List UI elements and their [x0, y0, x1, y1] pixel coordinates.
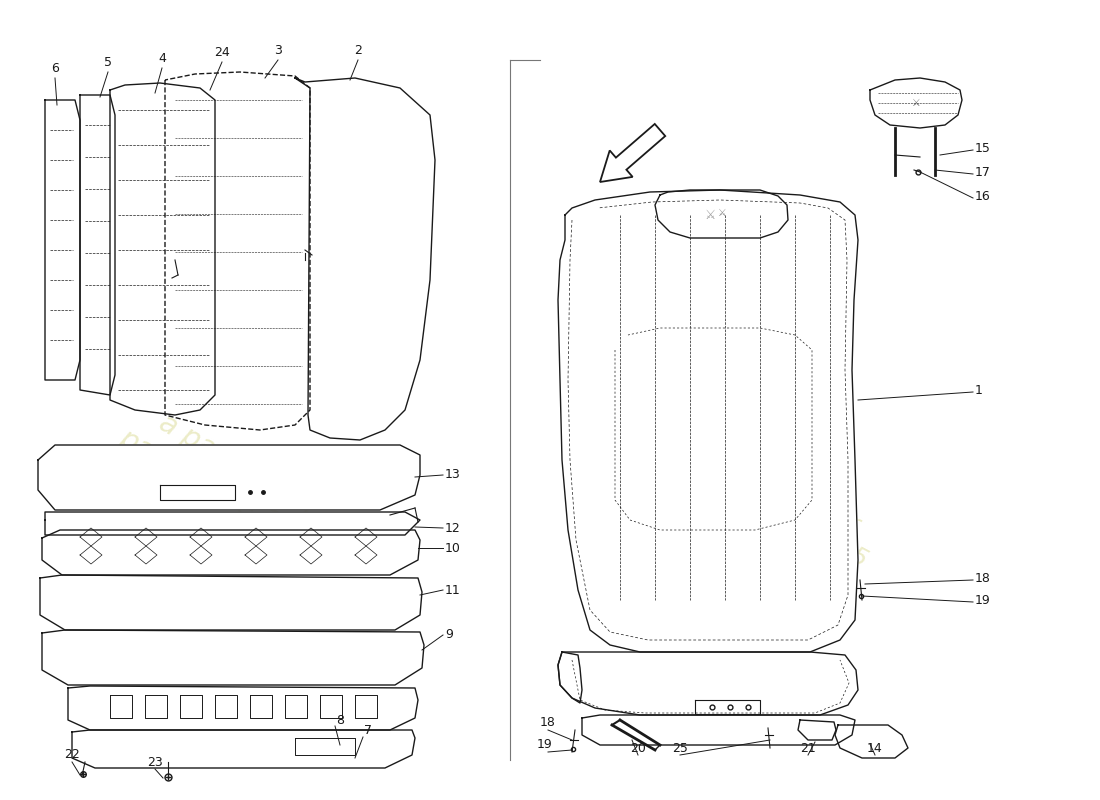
Polygon shape — [39, 445, 420, 510]
Polygon shape — [40, 575, 422, 630]
Text: 8: 8 — [336, 714, 344, 726]
Polygon shape — [45, 100, 80, 380]
Text: 17: 17 — [975, 166, 991, 178]
Polygon shape — [582, 715, 855, 745]
Text: 15: 15 — [975, 142, 991, 154]
Polygon shape — [558, 652, 858, 715]
Polygon shape — [558, 652, 582, 703]
Text: 16: 16 — [975, 190, 991, 202]
Polygon shape — [45, 512, 420, 535]
Text: 18: 18 — [540, 717, 556, 730]
Text: 9: 9 — [446, 629, 453, 642]
Text: 11: 11 — [446, 583, 461, 597]
Text: 18: 18 — [975, 571, 991, 585]
Text: 7: 7 — [364, 723, 372, 737]
Polygon shape — [295, 78, 434, 440]
Polygon shape — [72, 730, 415, 768]
Text: 24: 24 — [214, 46, 230, 58]
Polygon shape — [42, 530, 420, 575]
Text: 2: 2 — [354, 43, 362, 57]
Text: 20: 20 — [630, 742, 646, 754]
Text: 12: 12 — [446, 522, 461, 534]
Polygon shape — [110, 83, 214, 415]
Text: 4: 4 — [158, 51, 166, 65]
Text: 23: 23 — [147, 755, 163, 769]
Text: ⚔: ⚔ — [704, 209, 716, 222]
Text: ⚔: ⚔ — [912, 98, 921, 108]
Polygon shape — [80, 95, 116, 395]
Polygon shape — [870, 78, 962, 128]
Text: 10: 10 — [446, 542, 461, 554]
Text: 21: 21 — [800, 742, 816, 754]
Text: 1: 1 — [975, 383, 983, 397]
Text: 19: 19 — [975, 594, 991, 606]
Text: 5: 5 — [104, 55, 112, 69]
Text: 13: 13 — [446, 469, 461, 482]
Text: 6: 6 — [51, 62, 59, 74]
Polygon shape — [68, 686, 418, 730]
Polygon shape — [654, 190, 788, 238]
Text: 14: 14 — [867, 742, 883, 754]
Polygon shape — [165, 72, 310, 430]
Polygon shape — [558, 190, 858, 652]
Text: a passion for
parts since 1985: a passion for parts since 1985 — [675, 428, 884, 572]
Text: 19: 19 — [537, 738, 553, 751]
Polygon shape — [42, 630, 424, 685]
Text: 25: 25 — [672, 742, 688, 754]
Text: 3: 3 — [274, 43, 282, 57]
Text: a passion for
parts since 1985: a passion for parts since 1985 — [114, 396, 345, 564]
Text: ⚔: ⚔ — [717, 208, 726, 218]
Text: 22: 22 — [64, 749, 80, 762]
FancyArrow shape — [600, 124, 666, 182]
Polygon shape — [798, 720, 836, 740]
Polygon shape — [835, 725, 907, 758]
